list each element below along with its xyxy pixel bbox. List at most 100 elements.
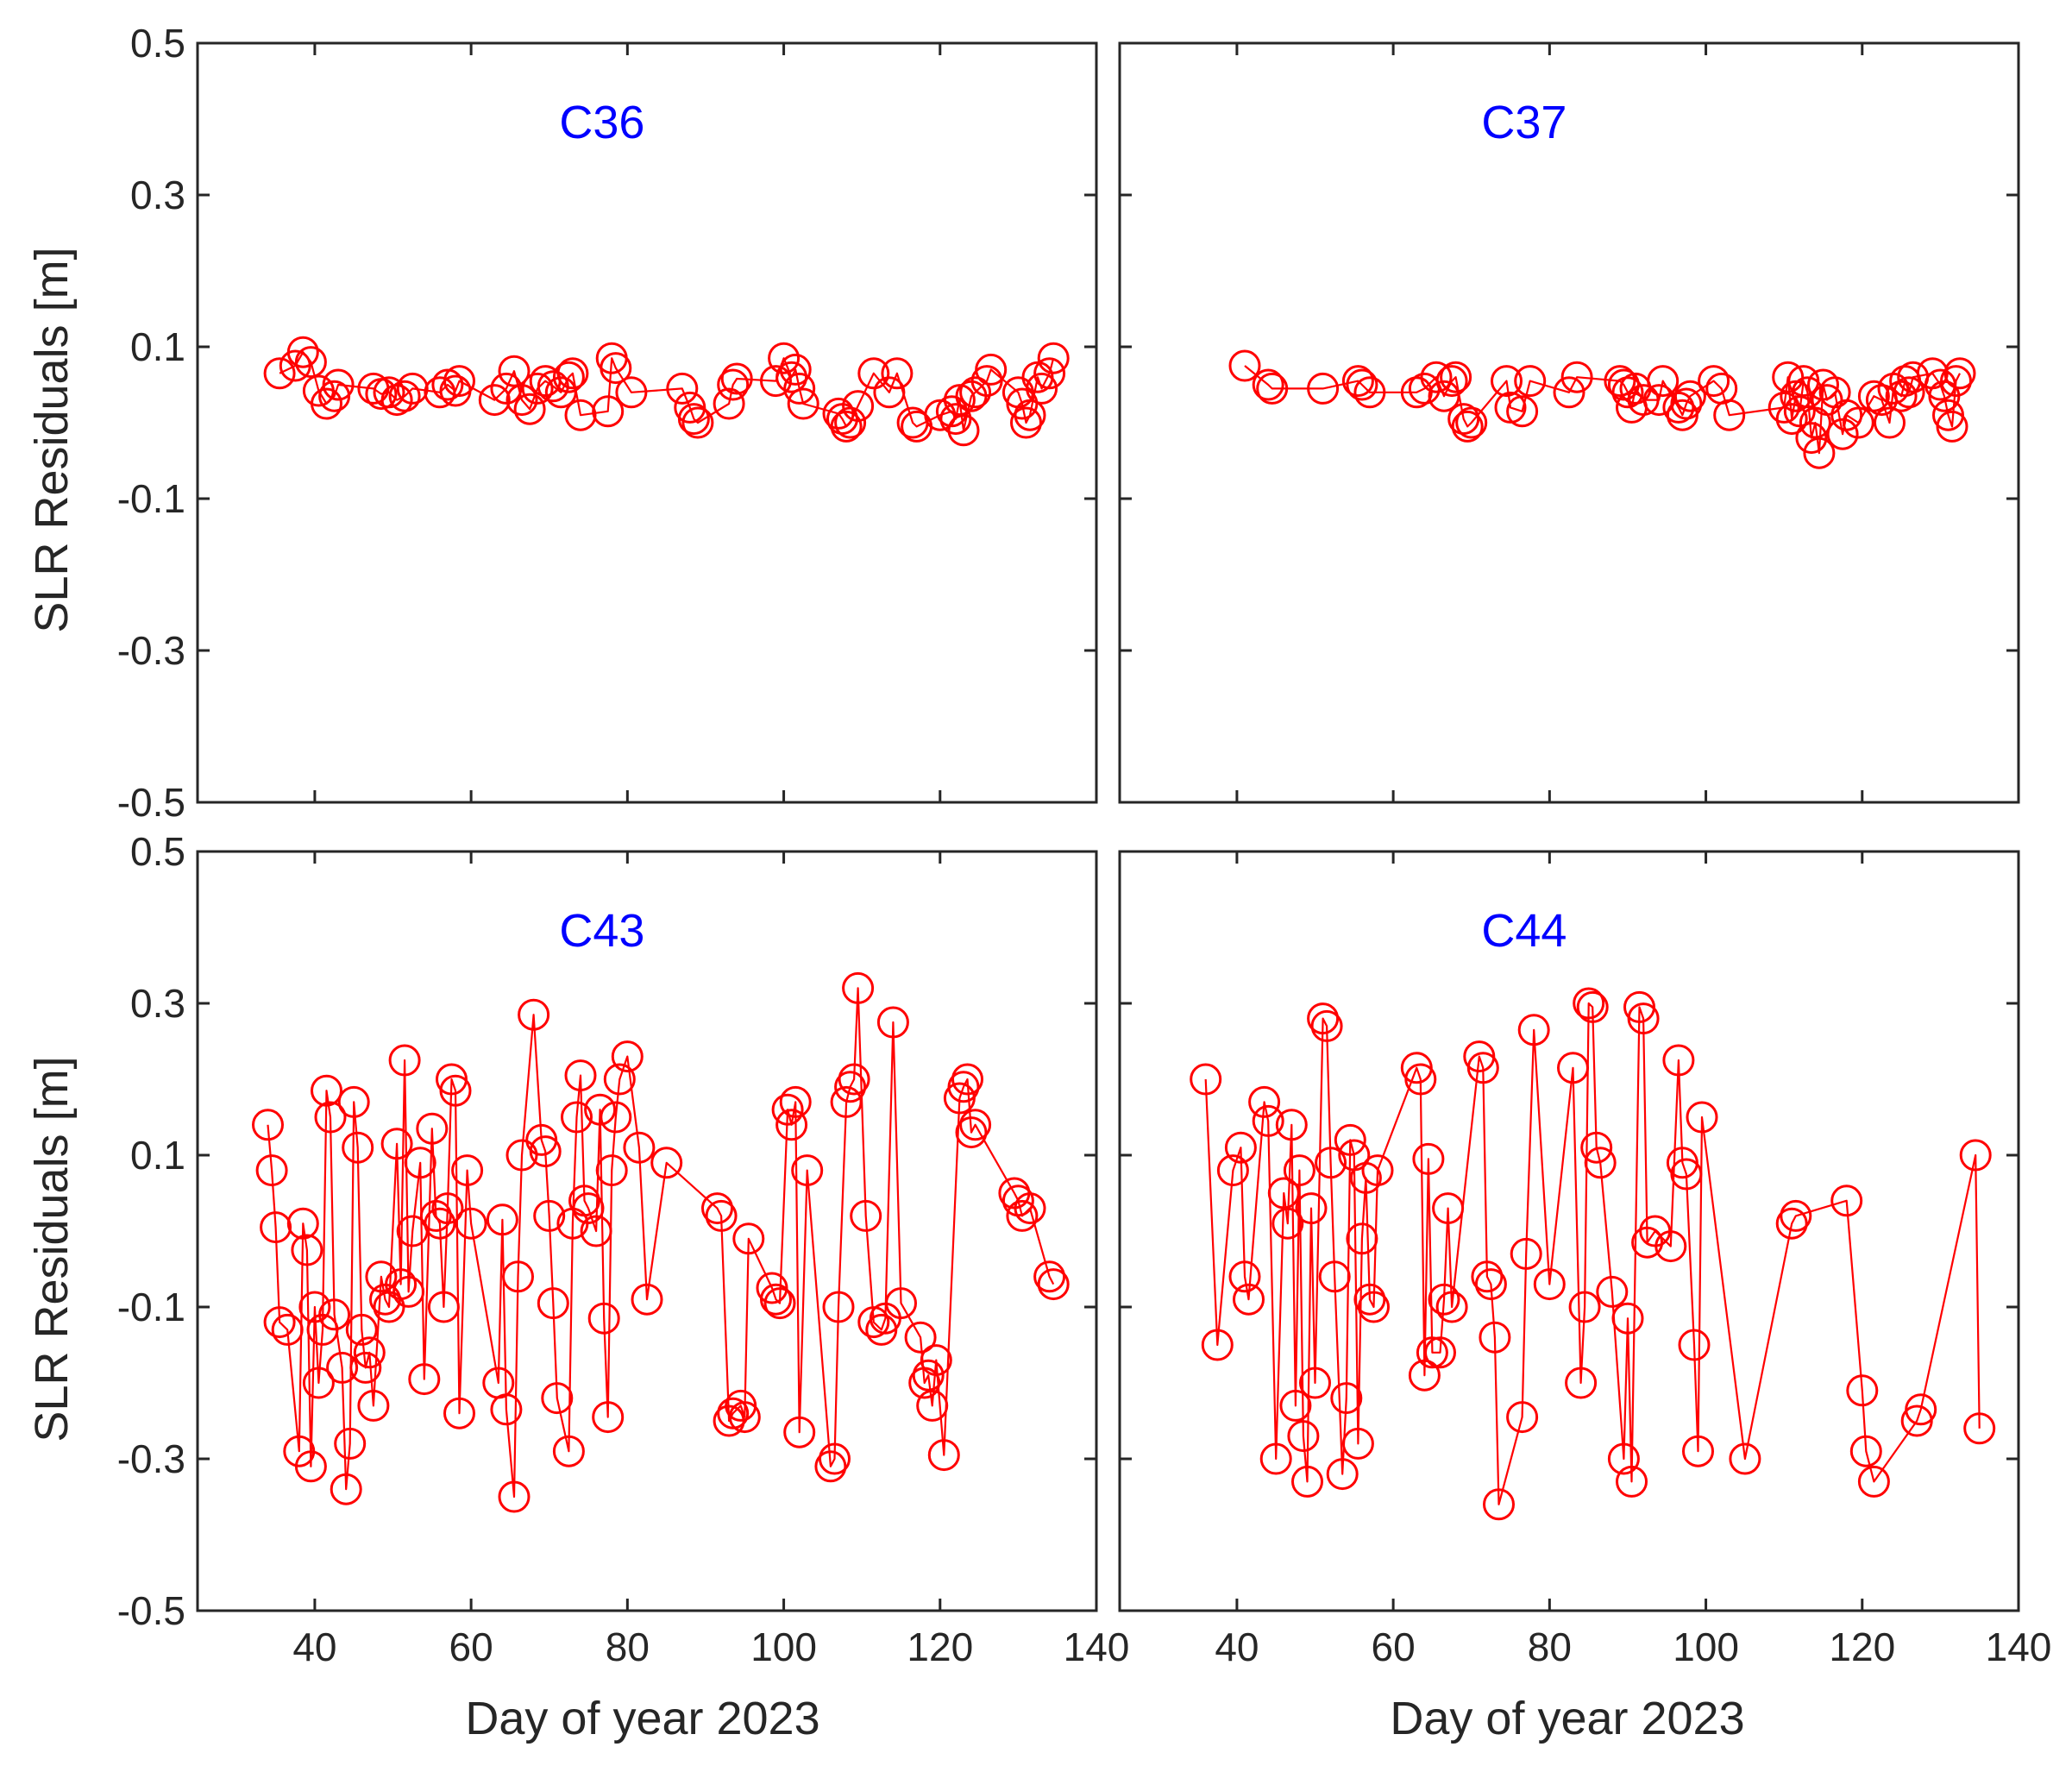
data-point	[416, 1112, 449, 1145]
data-point	[1791, 376, 1824, 409]
x-tick-label: 100	[1673, 1624, 1739, 1669]
data-point	[850, 1199, 882, 1232]
data-point	[322, 368, 355, 401]
y-tick-label: -0.1	[117, 476, 185, 521]
plot-area-c44	[1118, 850, 2020, 1612]
data-point	[1686, 1101, 1718, 1134]
data-point	[318, 1298, 351, 1331]
data-point	[584, 1093, 617, 1126]
data-point	[1334, 1123, 1366, 1156]
data-point	[513, 393, 546, 425]
ticks-c44: 40 60 80 100 120 140	[1120, 850, 2051, 1669]
data-point	[830, 1085, 863, 1118]
x-tick-label: 60	[449, 1624, 493, 1669]
data-point	[783, 1416, 816, 1448]
data-point	[1267, 1177, 1300, 1210]
data-point	[311, 387, 342, 420]
data-point	[1259, 1442, 1292, 1475]
data-point	[1780, 380, 1812, 412]
data-point	[286, 1207, 319, 1240]
data-point	[1662, 391, 1695, 424]
data-point	[1271, 1207, 1304, 1240]
data-point	[955, 1116, 988, 1149]
data-point	[1326, 1458, 1359, 1491]
data-point	[1803, 437, 1836, 469]
data-point	[587, 1302, 620, 1335]
x-tick-label: 80	[1528, 1624, 1572, 1669]
data-point	[294, 1450, 327, 1483]
data-point	[1627, 1002, 1660, 1035]
ticks-c43: -0.5 -0.3 -0.1 0.1 0.3 0.5 40 60 80 100 120 140	[117, 829, 1130, 1669]
data-point	[1026, 372, 1058, 405]
data-point	[1037, 1268, 1070, 1301]
data-point	[334, 1427, 367, 1460]
data-point	[1553, 376, 1585, 409]
data-point	[1662, 1044, 1695, 1077]
data-point	[537, 1287, 569, 1320]
data-point	[342, 1131, 374, 1164]
data-point	[1631, 1226, 1664, 1259]
y-axis-title-top: SLR Residuals [m]	[26, 247, 78, 632]
data-point	[1341, 1427, 1374, 1460]
data-point	[455, 1207, 487, 1240]
data-point	[498, 1480, 531, 1513]
data-point	[1506, 395, 1539, 428]
x-tick-label: 140	[1064, 1624, 1130, 1669]
data-point	[1893, 376, 1925, 409]
data-point	[951, 1063, 983, 1096]
data-point	[330, 1473, 362, 1505]
panel-c37: C37	[1118, 41, 2020, 804]
data-point	[286, 336, 319, 368]
data-point	[431, 1192, 464, 1225]
ticks-c37	[1120, 41, 2020, 804]
data-point	[681, 406, 714, 439]
x-tick-label: 60	[1372, 1624, 1416, 1669]
data-point	[568, 1184, 600, 1217]
data-point	[1190, 1063, 1222, 1096]
data-point	[1580, 1131, 1613, 1164]
data-point	[521, 372, 554, 405]
data-point	[1857, 380, 1890, 412]
data-point	[1307, 372, 1340, 405]
data-point	[263, 357, 296, 390]
data-point	[1678, 1329, 1711, 1361]
data-point	[1565, 1367, 1598, 1399]
data-point	[1435, 1291, 1468, 1323]
data-point	[1573, 987, 1605, 1020]
data-point	[1670, 1158, 1703, 1191]
data-point	[1353, 376, 1386, 409]
data-point	[529, 1135, 562, 1168]
data-point	[822, 1291, 855, 1323]
data-point	[431, 368, 464, 401]
panel-title-c44: C44	[1481, 905, 1567, 957]
x-tick-label: 120	[907, 1624, 973, 1669]
data-point	[600, 352, 632, 385]
y-tick-label: -0.1	[117, 1285, 185, 1329]
data-point	[388, 1044, 421, 1077]
data-point	[857, 357, 890, 390]
data-point	[775, 1109, 808, 1141]
data-point	[819, 1442, 851, 1475]
data-point	[1252, 368, 1284, 401]
data-point	[1287, 1420, 1320, 1453]
data-point	[302, 1367, 335, 1399]
data-point	[1346, 1222, 1378, 1255]
panel-c44: 40 60 80 100 120 140 C44	[1118, 850, 2051, 1669]
plot-area-c43	[196, 850, 1098, 1612]
data-point	[1494, 391, 1527, 424]
data-point	[1576, 990, 1609, 1023]
data-point	[1491, 365, 1523, 398]
data-point	[959, 1109, 992, 1141]
data-point	[1295, 1192, 1328, 1225]
data-point	[1846, 1374, 1879, 1407]
data-point	[1849, 1435, 1882, 1467]
y-tick-label: 0.3	[130, 173, 185, 217]
data-point	[1905, 1393, 1937, 1426]
data-point	[1479, 1321, 1511, 1354]
data-point	[1291, 1465, 1323, 1498]
series-c44	[1190, 987, 1996, 1521]
data-point	[424, 376, 456, 409]
data-point	[385, 1268, 418, 1301]
data-point	[1307, 1002, 1340, 1035]
data-point	[365, 1260, 398, 1293]
